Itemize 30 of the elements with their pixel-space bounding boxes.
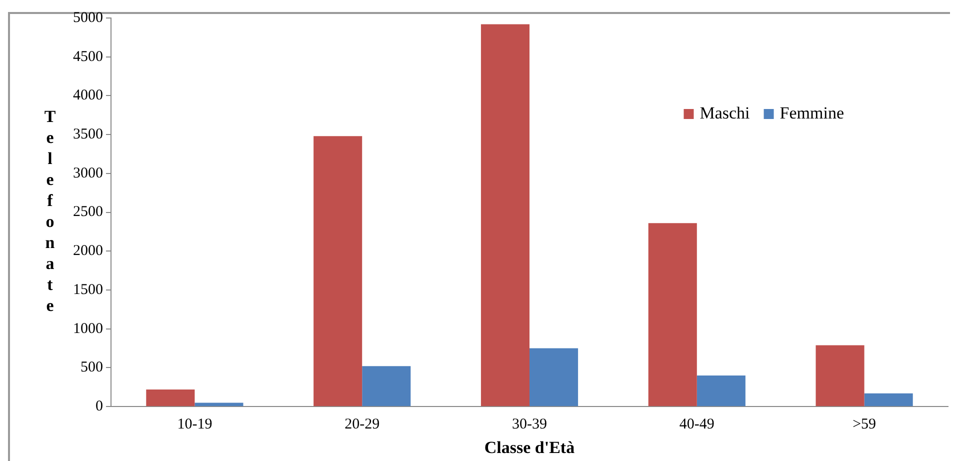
y-tick-label: 0 bbox=[96, 398, 103, 415]
x-tick-label: 20-29 bbox=[344, 416, 380, 433]
x-tick-label: 30-39 bbox=[512, 416, 547, 433]
x-tick-label: 40-49 bbox=[679, 416, 714, 433]
y-tick-label: 5000 bbox=[73, 10, 103, 26]
y-tick-label: 2000 bbox=[73, 243, 103, 260]
bar bbox=[648, 223, 697, 406]
y-tick-label: 3000 bbox=[73, 165, 103, 182]
bar bbox=[530, 348, 578, 406]
bar bbox=[194, 402, 244, 406]
legend-label: Femmine bbox=[780, 103, 844, 122]
bar bbox=[816, 345, 864, 406]
y-tick-label: 1500 bbox=[73, 282, 103, 298]
bar bbox=[362, 366, 411, 406]
bar bbox=[696, 376, 746, 406]
y-tick-label: 3500 bbox=[73, 126, 103, 143]
y-tick-label: 4500 bbox=[73, 48, 103, 65]
legend-label: Maschi bbox=[700, 103, 750, 122]
y-tick-label: 4000 bbox=[73, 88, 103, 104]
y-tick-label: 1000 bbox=[73, 320, 103, 337]
bar bbox=[314, 136, 362, 406]
text: Telefonate bbox=[44, 107, 56, 316]
y-tick-label: 2500 bbox=[73, 204, 103, 220]
x-axis-title: Classe d'Età bbox=[484, 438, 576, 458]
bar bbox=[864, 393, 913, 406]
bar bbox=[480, 24, 530, 406]
bar bbox=[146, 390, 195, 406]
x-tick-label: >59 bbox=[852, 416, 876, 433]
x-tick-label: 10-19 bbox=[177, 416, 212, 433]
y-tick-label: 500 bbox=[80, 360, 103, 376]
